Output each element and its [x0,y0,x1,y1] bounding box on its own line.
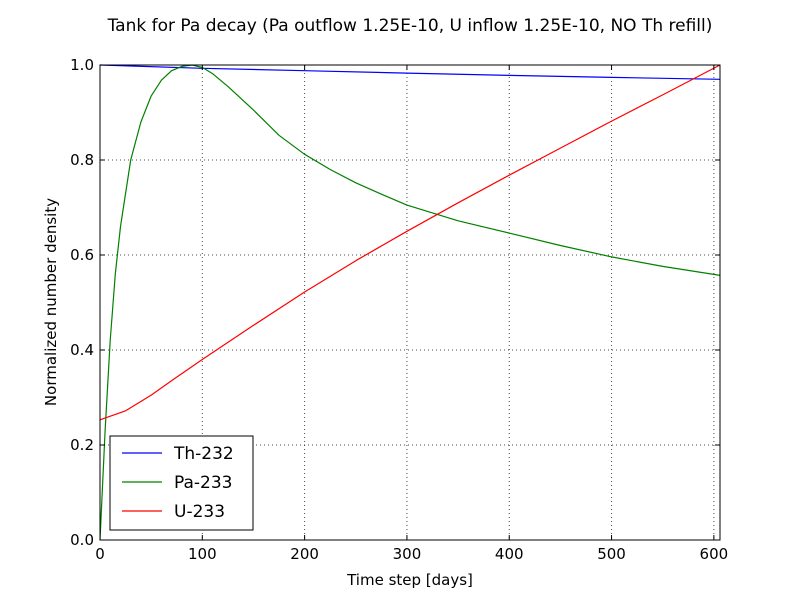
x-tick-label: 300 [393,545,422,563]
x-tick-label: 200 [290,545,319,563]
x-tick-label: 100 [188,545,217,563]
x-tick-label: 400 [495,545,524,563]
legend-box [109,435,254,531]
chart-title: Tank for Pa decay (Pa outflow 1.25E-10, … [107,16,713,36]
plot-frame [99,64,721,541]
x-axis-label: Time step [days] [346,571,473,589]
y-tick-label: 0.4 [70,341,94,359]
y-tick-label: 0.2 [70,436,94,454]
legend-label-u-233: U-233 [174,502,225,522]
legend: Th-232 Pa-233 U-233 [109,435,254,531]
legend-label-pa-233: Pa-233 [174,473,233,493]
axis-ticks [99,64,720,541]
y-axis-label: Normalized number density [42,198,60,406]
y-tick-label: 0.0 [70,531,94,549]
tick-labels: 0 100 200 300 400 500 600 0.0 0.2 0.4 0.6 0.8 1.0 [70,56,728,563]
series-line-u-233 [99,64,721,421]
x-tick-label: 600 [700,545,729,563]
x-tick-label: 500 [597,545,626,563]
series-line-pa-233 [99,64,721,541]
legend-label-th-232: Th-232 [173,444,234,464]
x-tick-label: 0 [95,545,105,563]
y-tick-label: 0.6 [70,246,94,264]
y-tick-label: 0.8 [70,151,94,169]
series-line-th-232 [99,64,721,80]
y-tick-label: 1.0 [70,56,94,74]
